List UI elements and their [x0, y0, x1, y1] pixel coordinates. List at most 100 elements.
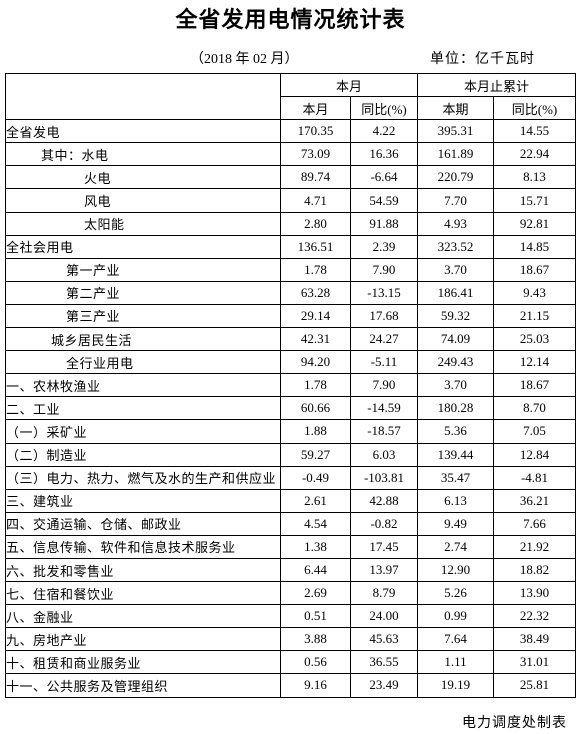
cell-value: 94.20 [280, 350, 351, 375]
cell-value: 13.90 [493, 581, 577, 606]
period: （2018 年 02 月） [190, 52, 299, 67]
row-label: 太阳能 [5, 211, 281, 236]
data-row: 九、房地产业 3.88 45.63 7.64 38.49 [5, 627, 577, 652]
header-group: 本月 [279, 72, 419, 98]
cell-value: 7.66 [493, 511, 577, 536]
cell-value: 63.28 [280, 280, 351, 305]
cell-value: 6.13 [417, 488, 495, 513]
data-row: 第二产业 63.28 -13.15 186.41 9.43 [5, 280, 577, 305]
cell-value: 18.82 [493, 557, 577, 583]
cell-value: 18.67 [493, 257, 577, 282]
cell-value: 23.49 [349, 673, 419, 698]
cell-value: 220.79 [417, 165, 495, 190]
cell-value: 24.27 [349, 327, 419, 352]
cell-value: 1.78 [280, 257, 351, 282]
data-row: 七、住宿和餐饮业 2.69 8.79 5.26 13.90 [5, 581, 577, 606]
data-row: 第一产业 1.78 7.90 3.70 18.67 [5, 257, 577, 282]
cell-value: 8.70 [493, 396, 577, 421]
cell-value: -6.64 [349, 165, 419, 190]
cell-value: 54.59 [349, 188, 419, 213]
cell-value: 9.16 [280, 673, 351, 698]
footer: 电力调度处制表 [462, 716, 567, 731]
row-label: 三、建筑业 [5, 488, 281, 513]
cell-value: 59.32 [417, 303, 495, 329]
cell-value: 249.43 [417, 350, 495, 375]
row-label: 十一、公共服务及管理组织 [5, 673, 281, 698]
row-label: 五、信息传输、软件和信息技术服务业 [5, 534, 281, 559]
data-row: 第三产业 29.14 17.68 59.32 21.15 [5, 303, 577, 329]
row-label: 其中：水电 [5, 142, 281, 167]
cell-value: 22.94 [493, 142, 577, 167]
cell-value: 3.88 [280, 627, 351, 652]
unit: 单位：亿千瓦时 [430, 52, 535, 67]
title: 全省发用电情况统计表 [175, 7, 406, 32]
row-label: 全行业用电 [5, 350, 281, 375]
data-row: 三、建筑业 2.61 42.88 6.13 36.21 [5, 488, 577, 513]
cell-value: 15.71 [493, 188, 577, 213]
header-cell: 同比(%) [349, 96, 419, 121]
row-label: 四、交通运输、仓储、邮政业 [5, 511, 281, 536]
cell-value: 5.36 [417, 419, 495, 444]
cell-value: 35.47 [417, 465, 495, 490]
data-row: 五、信息传输、软件和信息技术服务业 1.38 17.45 2.74 21.92 [5, 534, 577, 559]
cell-value: 395.31 [417, 119, 495, 144]
cell-value: 0.99 [417, 604, 495, 629]
header-empty [5, 72, 281, 121]
cell-value: 24.00 [349, 604, 419, 629]
cell-value: 0.56 [280, 650, 351, 675]
cell-value: 36.55 [349, 650, 419, 675]
data-row: 四、交通运输、仓储、邮政业 4.54 -0.82 9.49 7.66 [5, 511, 577, 536]
cell-value: 89.74 [280, 165, 351, 190]
cell-value: 180.28 [417, 396, 495, 421]
cell-value: 1.38 [280, 534, 351, 559]
cell-value: 9.43 [493, 280, 577, 305]
cell-value: 7.90 [349, 257, 419, 282]
data-row: 火电 89.74 -6.64 220.79 8.13 [5, 165, 577, 190]
header-cell: 同比(%) [493, 96, 577, 121]
row-label: （二）制造业 [5, 442, 281, 467]
cell-value: 161.89 [417, 142, 495, 167]
row-label: 城乡居民生活 [5, 327, 281, 352]
cell-value: 4.93 [417, 211, 495, 236]
cell-value: 7.70 [417, 188, 495, 213]
cell-value: 186.41 [417, 280, 495, 305]
cell-value: 25.03 [493, 327, 577, 352]
data-row: 其中：水电 73.09 16.36 161.89 22.94 [5, 142, 577, 167]
cell-value: -14.59 [349, 396, 419, 421]
cell-value: 29.14 [280, 303, 351, 329]
cell-value: 8.79 [349, 581, 419, 606]
cell-value: 59.27 [280, 442, 351, 467]
cell-value: 3.70 [417, 257, 495, 282]
row-label: 九、房地产业 [5, 627, 281, 652]
cell-value: 0.51 [280, 604, 351, 629]
cell-value: 38.49 [493, 627, 577, 652]
cell-value: 7.64 [417, 627, 495, 652]
cell-value: 14.55 [493, 119, 577, 144]
cell-value: 91.88 [349, 211, 419, 236]
cell-value: -0.82 [349, 511, 419, 536]
row-label: （三）电力、热力、燃气及水的生产和供应业 [5, 465, 281, 490]
data-row: 八、金融业 0.51 24.00 0.99 22.32 [5, 604, 577, 629]
cell-value: 9.49 [417, 511, 495, 536]
cell-value: 8.13 [493, 165, 577, 190]
row-label: 第三产业 [5, 303, 281, 329]
cell-value: 60.66 [280, 396, 351, 421]
cell-value: -103.81 [349, 465, 419, 490]
row-label: 火电 [5, 165, 281, 190]
data-row: 全省发电 170.35 4.22 395.31 14.55 [5, 119, 577, 144]
data-row: 十、租赁和商业服务业 0.56 36.55 1.11 31.01 [5, 650, 577, 675]
stats-table: 本月 本月止累计 本月 同比(%) 本期 同比(%) 全省发电 170.35 4.2… [5, 72, 577, 698]
cell-value: 3.70 [417, 373, 495, 398]
row-label: 二、工业 [5, 396, 281, 421]
row-label: 一、农林牧渔业 [5, 373, 281, 398]
cell-value: 6.44 [280, 557, 351, 583]
cell-value: 31.01 [493, 650, 577, 675]
cell-value: 7.05 [493, 419, 577, 444]
row-label: 第一产业 [5, 257, 281, 282]
header-row: 本月 本月止累计 [5, 72, 577, 121]
cell-value: 4.54 [280, 511, 351, 536]
row-label: 全省发电 [5, 119, 281, 144]
cell-value: -13.15 [349, 280, 419, 305]
cell-value: 17.45 [349, 534, 419, 559]
